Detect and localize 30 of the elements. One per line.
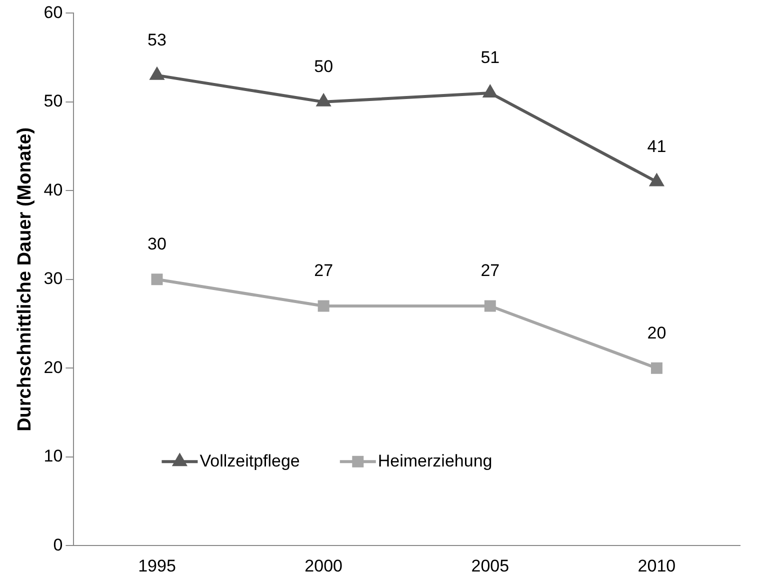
legend-label: Heimerziehung <box>378 451 492 470</box>
data-label: 41 <box>647 136 666 156</box>
y-tick-label: 40 <box>44 180 63 200</box>
data-label: 20 <box>647 323 666 342</box>
x-tick-label: 2005 <box>471 556 510 576</box>
y-tick-label: 10 <box>44 446 63 466</box>
point <box>483 86 497 98</box>
data-label: 51 <box>480 48 500 68</box>
y-tick-label: 20 <box>44 358 63 377</box>
point <box>484 300 496 312</box>
y-tick-label: 60 <box>44 2 63 22</box>
data-label: 53 <box>148 30 166 50</box>
point <box>650 362 662 374</box>
x-tick-label: 2010 <box>638 556 676 576</box>
legend-label: Vollzeitpflege <box>200 451 300 470</box>
data-label: 30 <box>148 234 166 254</box>
point <box>650 174 664 186</box>
y-tick-label: 30 <box>44 269 63 288</box>
x-tick-label: 1995 <box>138 556 176 576</box>
point <box>150 68 164 80</box>
data-label: 27 <box>314 261 334 280</box>
data-label: 27 <box>480 261 500 280</box>
y-tick-label: 50 <box>44 92 63 111</box>
x-tick-label: 2000 <box>304 556 342 576</box>
data-label: 50 <box>314 57 334 76</box>
y-tick-label: 0 <box>53 535 63 554</box>
point <box>151 274 163 286</box>
point <box>318 300 330 312</box>
y-axis-title: Durchschnittliche Dauer (Monate) <box>14 127 36 432</box>
point <box>316 94 330 106</box>
